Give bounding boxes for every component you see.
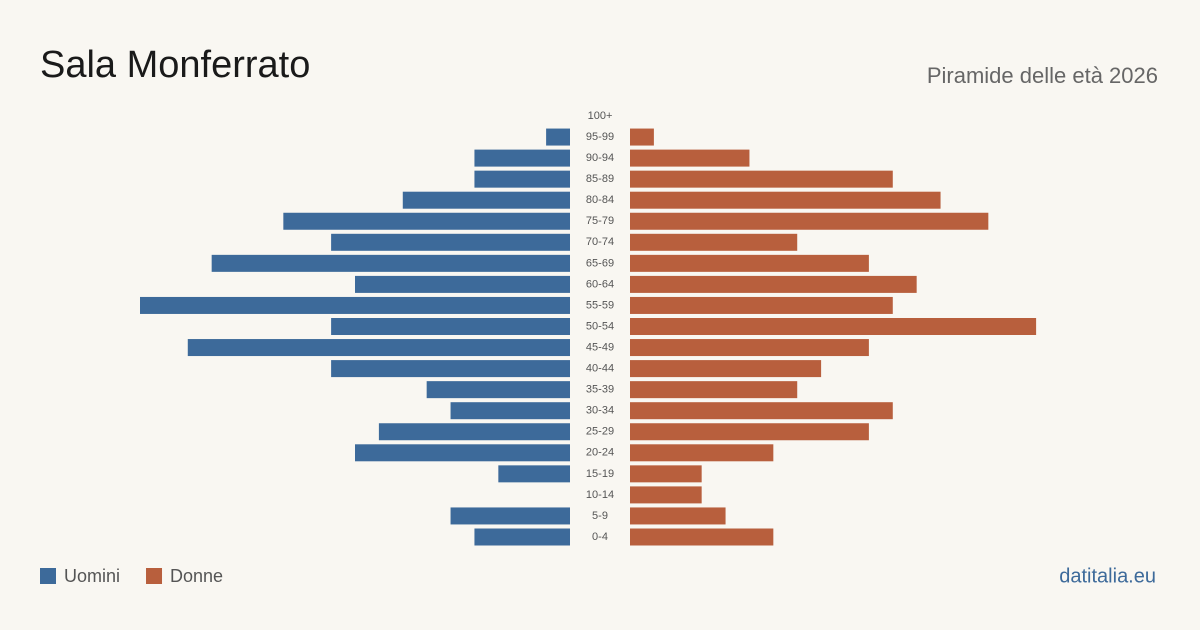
bar xyxy=(378,423,570,441)
bar xyxy=(450,507,570,525)
bar xyxy=(355,275,570,293)
category-label: 70-74 xyxy=(586,236,614,248)
bar xyxy=(630,465,702,483)
bar xyxy=(211,254,570,272)
bar xyxy=(355,444,570,462)
bar xyxy=(630,360,822,378)
bar xyxy=(474,170,570,188)
bar xyxy=(187,339,570,357)
bar xyxy=(630,528,774,546)
bar xyxy=(630,212,989,230)
bar xyxy=(426,381,570,399)
bar xyxy=(630,170,893,188)
legend-swatch xyxy=(146,568,163,584)
category-label: 75-79 xyxy=(586,215,614,227)
category-label: 95-99 xyxy=(586,131,614,143)
bar xyxy=(630,381,798,399)
category-label: 5-9 xyxy=(592,510,608,522)
category-label: 0-4 xyxy=(592,531,608,543)
category-label: 20-24 xyxy=(586,447,614,459)
category-label: 45-49 xyxy=(586,341,614,353)
bar xyxy=(630,318,1037,335)
bar xyxy=(546,128,570,146)
bar xyxy=(630,191,941,209)
bar xyxy=(630,275,917,293)
source: datitalia.eu xyxy=(1059,565,1156,587)
bar xyxy=(630,507,726,525)
legend-label: Uomini xyxy=(64,566,120,586)
legend-label: Donne xyxy=(170,566,223,586)
bar xyxy=(331,233,570,251)
bar xyxy=(140,296,570,314)
bar xyxy=(450,402,570,420)
bar xyxy=(474,149,570,167)
category-label: 15-19 xyxy=(586,468,614,480)
bar xyxy=(630,486,702,504)
bar xyxy=(630,402,893,420)
bar xyxy=(331,318,570,335)
bar xyxy=(630,254,869,272)
category-label: 50-54 xyxy=(586,320,614,332)
chart-subtitle: Piramide delle età 2026 xyxy=(927,63,1158,88)
category-label: 90-94 xyxy=(586,152,614,164)
legend-swatch xyxy=(40,568,56,584)
category-label: 85-89 xyxy=(586,173,614,185)
bar xyxy=(630,149,750,167)
category-label: 80-84 xyxy=(586,194,614,206)
bar xyxy=(630,233,798,251)
bar xyxy=(498,465,570,483)
category-label: 55-59 xyxy=(586,299,614,311)
category-label: 60-64 xyxy=(586,278,614,290)
bar xyxy=(630,423,869,441)
bar xyxy=(283,212,570,230)
category-label: 65-69 xyxy=(586,257,614,269)
bar xyxy=(402,191,570,209)
bar xyxy=(630,444,774,462)
bar xyxy=(630,128,654,146)
bar xyxy=(331,360,570,378)
bar xyxy=(474,528,570,546)
category-label: 100+ xyxy=(588,110,613,122)
bar xyxy=(630,296,893,314)
category-label: 25-29 xyxy=(586,426,614,438)
bar xyxy=(630,339,869,357)
category-label: 10-14 xyxy=(586,489,614,501)
chart-title: Sala Monferrato xyxy=(40,44,310,86)
category-label: 30-34 xyxy=(586,405,614,417)
category-label: 40-44 xyxy=(586,363,614,375)
category-label: 35-39 xyxy=(586,384,614,396)
